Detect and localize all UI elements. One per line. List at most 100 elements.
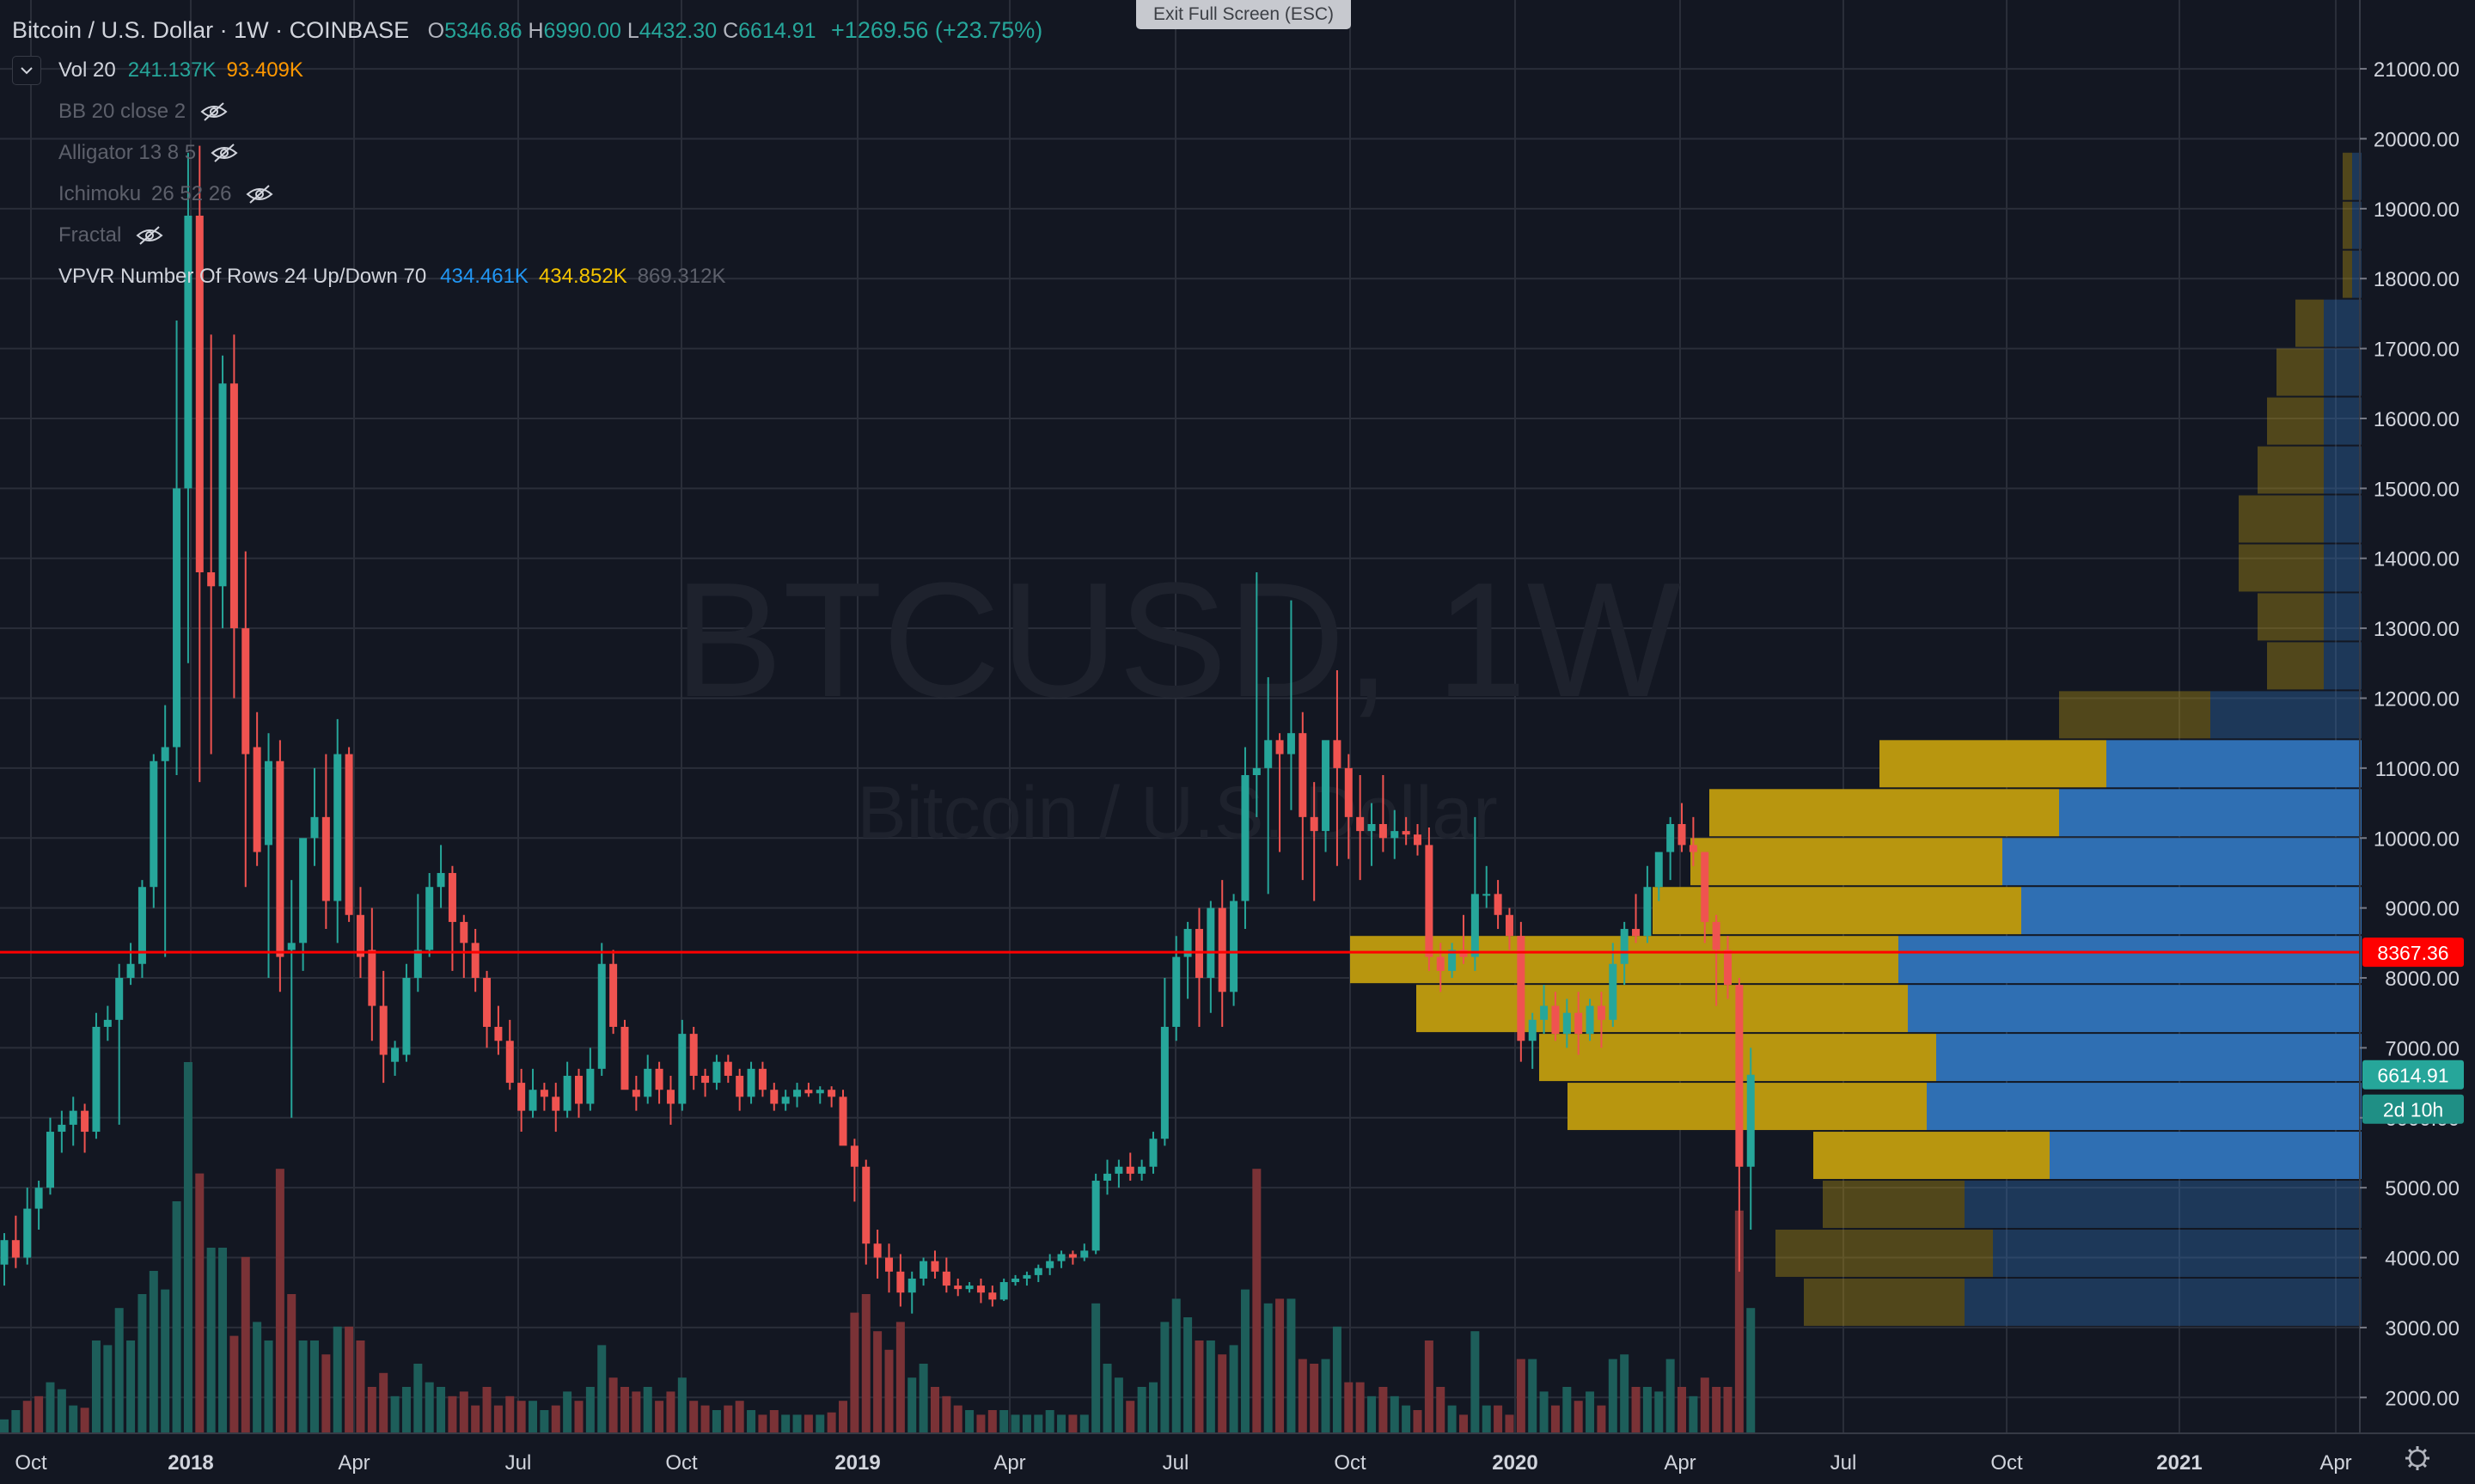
- candle-body: [161, 747, 169, 761]
- volume-bar: [1045, 1410, 1054, 1433]
- indicator-vpvr-up: 434.461K: [440, 265, 529, 288]
- candle-body: [770, 1090, 779, 1104]
- volume-bar: [1574, 1401, 1583, 1433]
- volume-bar: [1700, 1377, 1709, 1433]
- volume-bar: [1321, 1359, 1330, 1433]
- volume-bar: [333, 1326, 342, 1433]
- candle: [402, 963, 411, 1062]
- candle: [460, 914, 468, 979]
- volume-profile-up-bar: [2324, 642, 2362, 690]
- volume-bar: [516, 1401, 526, 1433]
- candle-body: [1609, 963, 1617, 1020]
- candle: [1207, 901, 1215, 1013]
- volume-bar: [459, 1391, 468, 1433]
- eye-hidden-icon[interactable]: [210, 142, 239, 164]
- volume-bar: [471, 1405, 480, 1433]
- candle-body: [736, 1075, 744, 1097]
- candle-body: [345, 754, 353, 915]
- indicator-vpvr-total: 869.312K: [637, 265, 726, 288]
- volume-bar: [367, 1387, 376, 1433]
- candle: [229, 334, 238, 699]
- candle-body: [1505, 914, 1513, 937]
- high-value: 6990.00: [543, 19, 621, 43]
- candle-body: [1356, 816, 1365, 832]
- candle-body: [115, 978, 124, 1020]
- volume-bar: [643, 1387, 652, 1433]
- candle: [333, 718, 342, 944]
- candle-body: [609, 963, 618, 1027]
- gear-icon[interactable]: [2405, 1446, 2429, 1470]
- candle-body: [586, 1068, 595, 1104]
- volume-bar: [574, 1401, 584, 1433]
- candle-body: [1724, 950, 1732, 986]
- x-tick-label: 2018: [168, 1451, 213, 1475]
- eye-hidden-icon[interactable]: [199, 101, 229, 123]
- candle: [1390, 809, 1399, 859]
- candle: [1195, 907, 1203, 1027]
- candle: [644, 1054, 652, 1104]
- candle-body: [195, 215, 204, 573]
- candle-body: [540, 1090, 548, 1097]
- candle: [218, 355, 227, 629]
- candle-body: [1701, 852, 1709, 922]
- volume-profile-up-bar: [2021, 887, 2362, 935]
- indicator-fractal[interactable]: Fractal: [12, 221, 164, 250]
- candle-body: [218, 383, 227, 587]
- x-tick-label: Oct: [15, 1451, 47, 1475]
- volume-bar: [689, 1401, 699, 1433]
- candle-body: [1172, 956, 1181, 1027]
- indicator-vol[interactable]: Vol 20 241.137K 93.409K: [12, 56, 303, 85]
- candle: [253, 711, 261, 866]
- candle: [1402, 816, 1410, 846]
- candle: [781, 1090, 790, 1111]
- indicator-bb[interactable]: BB 20 close 2: [12, 97, 229, 126]
- candle: [1666, 816, 1675, 881]
- candle: [1333, 669, 1341, 866]
- volume-bar: [448, 1395, 457, 1433]
- exit-fullscreen-button[interactable]: Exit Full Screen (ESC): [1136, 0, 1351, 29]
- candle: [1551, 992, 1560, 1041]
- candle: [321, 754, 330, 930]
- candle-body: [1183, 929, 1192, 957]
- last-price-label: 6614.91: [2362, 1060, 2464, 1090]
- candle: [678, 1019, 687, 1111]
- candle-body: [1632, 929, 1641, 937]
- last-price-label-text: 6614.91: [2377, 1065, 2448, 1087]
- eye-hidden-icon[interactable]: [135, 224, 164, 247]
- volume-bar: [620, 1387, 629, 1433]
- volume-profile-up-bar: [1908, 985, 2362, 1033]
- candle-body: [908, 1278, 916, 1293]
- candle: [1724, 936, 1732, 999]
- volume-profile-up-bar: [2324, 299, 2362, 347]
- candle-body: [207, 572, 216, 587]
- y-tick-label: 9000.00: [2385, 898, 2460, 921]
- indicator-ichimoku[interactable]: Ichimoku 26 52 26: [12, 180, 274, 209]
- volume-bar: [1206, 1340, 1215, 1433]
- candle-body: [1218, 907, 1226, 992]
- volume-bar: [563, 1391, 572, 1433]
- volume-bar: [987, 1410, 997, 1433]
- volume-bar: [1286, 1298, 1296, 1433]
- symbol-name[interactable]: Bitcoin / U.S. Dollar: [12, 17, 214, 43]
- y-tick-label: 12000.00: [2374, 688, 2460, 711]
- interval-label[interactable]: 1W: [234, 17, 269, 43]
- volume-bar: [321, 1354, 331, 1433]
- volume-bar: [1229, 1345, 1238, 1433]
- indicator-alligator[interactable]: Alligator 13 8 5: [12, 138, 239, 168]
- candle: [437, 845, 445, 908]
- candle-body: [437, 872, 445, 888]
- volume-bar: [976, 1414, 986, 1433]
- candle-body: [828, 1090, 836, 1097]
- candle-body: [758, 1068, 767, 1090]
- volume-profile-down-bar: [1709, 789, 2059, 837]
- indicator-vpvr[interactable]: VPVR Number Of Rows 24 Up/Down 70 434.46…: [12, 262, 725, 291]
- legend-collapse-button[interactable]: [12, 56, 41, 85]
- volume-bar: [861, 1294, 871, 1433]
- eye-hidden-icon[interactable]: [245, 183, 274, 205]
- volume-bar: [1505, 1414, 1514, 1433]
- candle-body: [884, 1257, 893, 1272]
- volume-bar: [1126, 1401, 1135, 1433]
- volume-bar: [1034, 1414, 1043, 1433]
